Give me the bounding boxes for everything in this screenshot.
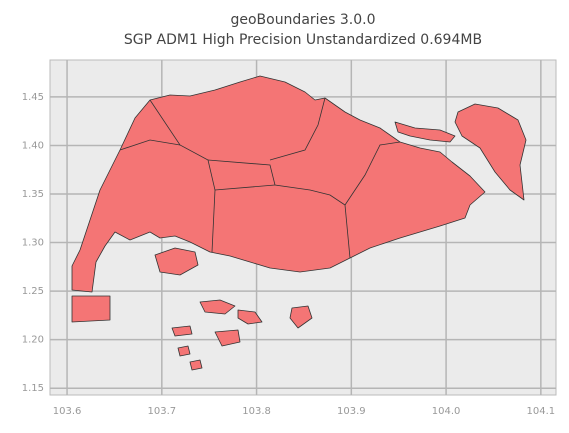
x-tick-label: 104.0: [432, 406, 461, 417]
admin-border: [344, 141, 401, 206]
island: [189, 359, 203, 371]
x-tick-label: 103.9: [337, 406, 366, 417]
island: [214, 329, 241, 347]
island: [199, 299, 236, 315]
chart-title: geoBoundaries 3.0.0: [230, 12, 375, 28]
y-tick-label: 1.25: [22, 286, 44, 297]
y-tick-label: 1.40: [22, 140, 44, 151]
y-tick-label: 1.30: [22, 238, 44, 249]
island: [454, 103, 527, 201]
island: [237, 309, 263, 325]
y-tick-label: 1.15: [22, 383, 44, 394]
admin-border: [214, 184, 276, 191]
x-tick-label: 103.7: [147, 406, 176, 417]
y-tick-label: 1.35: [22, 189, 44, 200]
island: [177, 345, 191, 357]
island: [289, 305, 313, 329]
island: [71, 295, 111, 323]
x-tick-label: 103.6: [53, 406, 82, 417]
admin-border: [119, 139, 181, 151]
y-tick-label: 1.45: [22, 92, 44, 103]
x-tick-label: 103.8: [242, 406, 271, 417]
island: [154, 247, 199, 276]
island: [171, 325, 193, 337]
y-tick-label: 1.20: [22, 335, 44, 346]
chart-subtitle: SGP ADM1 High Precision Unstandardized 0…: [124, 32, 482, 48]
main-island: [71, 75, 486, 293]
x-tick-label: 104.1: [527, 406, 556, 417]
land: [71, 75, 527, 371]
admin-border: [269, 97, 326, 161]
island: [394, 121, 456, 143]
